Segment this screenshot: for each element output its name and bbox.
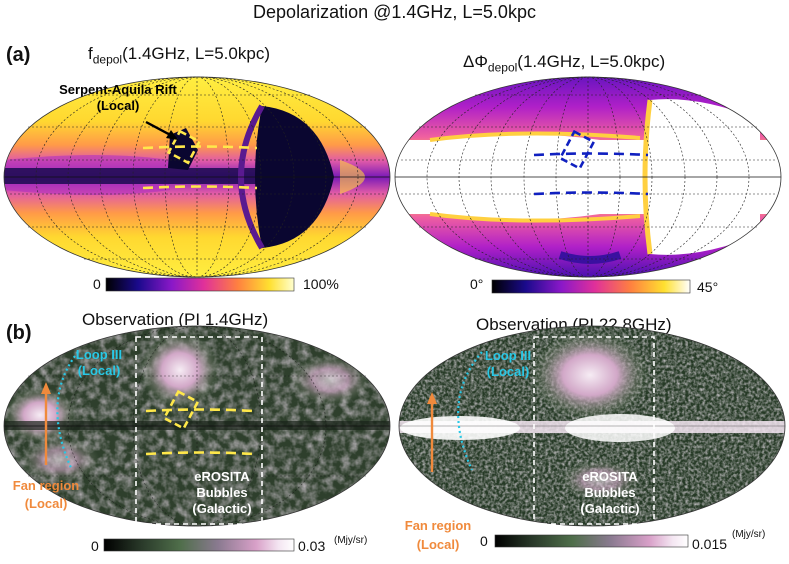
panel-b-label: (b) [6,322,32,344]
rift-label-line2: (Local) [97,98,140,113]
phase-south-dark [558,251,622,264]
obs228-plane-core-right [565,414,675,442]
fdepol-map-outline [3,76,391,278]
obs228-colorbar-max: 0.015 [692,536,728,552]
obs14-erosita-label-line2: Bubbles [196,485,247,500]
fdepol-panel-title: fdepol(1.4GHz, L=5.0kpc) [88,44,270,66]
fdepol-title-main: f [88,44,93,63]
obs14-panel-title: Observation (PI 1.4GHz) [82,310,269,329]
obs228-colorbar-unit: (Mjy/sr) [732,529,766,540]
phase-panel-title: ΔΦdepol(1.4GHz, L=5.0kpc) [463,52,665,74]
obs14-plane [4,421,390,430]
phase-title-sub: depol [487,60,518,75]
fdepol-colorbar-min: 0 [93,276,101,292]
obs14-colorbar-max: 0.03 [298,538,326,554]
obs228-loop-bright [530,330,650,420]
phase-map-outline [394,76,782,278]
obs14-loop3-label-line2: (Local) [78,363,121,378]
rift-label-line1: Serpent-Aquila Rift [59,82,177,97]
obs14-fan-label-line2: (Local) [25,496,68,511]
obs228-fan-label-line2: (Local) [417,537,460,552]
rift-arrow-head [166,130,178,140]
fdepol-colorbar-max: 100% [303,276,339,292]
fdepol-colorbar [105,277,295,292]
obs14-fan-label-line1: Fan region [13,478,80,493]
obs228-erosita-label-line2: Bubbles [584,485,635,500]
obs14-fan-arrow-head [41,382,51,394]
obs14-loop-bright [140,332,220,408]
obs228-erosita-label-line1: eROSITA [582,469,638,484]
phase-colorbar-max: 45° [697,279,719,295]
phase-title-rest: (1.4GHz, L=5.0kpc) [517,52,666,71]
phase-title-main: ΔΦ [463,52,488,71]
obs228-plane-core-left [400,416,520,440]
phase-colorbar-min: 0° [470,276,484,292]
obs228-erosita-label-line3: (Galactic) [580,501,639,516]
obs14-south-bright [20,438,100,482]
obs228-fan-label-line1: Fan region [405,518,472,533]
phase-blue-markers [533,152,649,196]
obs228-south-bright [560,460,640,500]
obs14-erosita-label-line1: eROSITA [194,469,250,484]
figure-title: Depolarization @1.4GHz, L=5.0kpc [253,2,536,22]
obs14-colorbar [103,538,295,552]
obs228-colorbar [494,534,689,548]
fdepol-yellow-markers [142,145,258,190]
phase-upper-edge [429,131,641,142]
obs228-outline [398,325,786,527]
obs14-yellow-markers [145,408,255,456]
obs228-fan-arrow-head [427,392,437,404]
obs14-right-bright [290,355,370,405]
obs14-colorbar-min: 0 [91,538,99,554]
obs14-outline [3,325,391,527]
fdepol-title-sub: depol [92,52,123,67]
obs14-loop3-label-line1: Loop III [76,347,122,362]
panel-a-label: (a) [6,44,31,66]
obs14-erosita-label-line3: (Galactic) [192,501,251,516]
obs228-loop3-label-line1: Loop III [485,348,531,363]
obs228-colorbar-min: 0 [480,533,488,549]
phase-colorbar [491,279,691,294]
obs14-rift-box [162,389,200,431]
obs228-loop3-label-line2: (Local) [487,364,530,379]
obs14-erosita-box [135,336,263,525]
fdepol-title-rest: (1.4GHz, L=5.0kpc) [122,44,270,63]
obs14-fan-bright [4,387,76,443]
phase-lower-edge [429,212,641,223]
obs14-colorbar-unit: (Mjy/sr) [334,535,368,546]
